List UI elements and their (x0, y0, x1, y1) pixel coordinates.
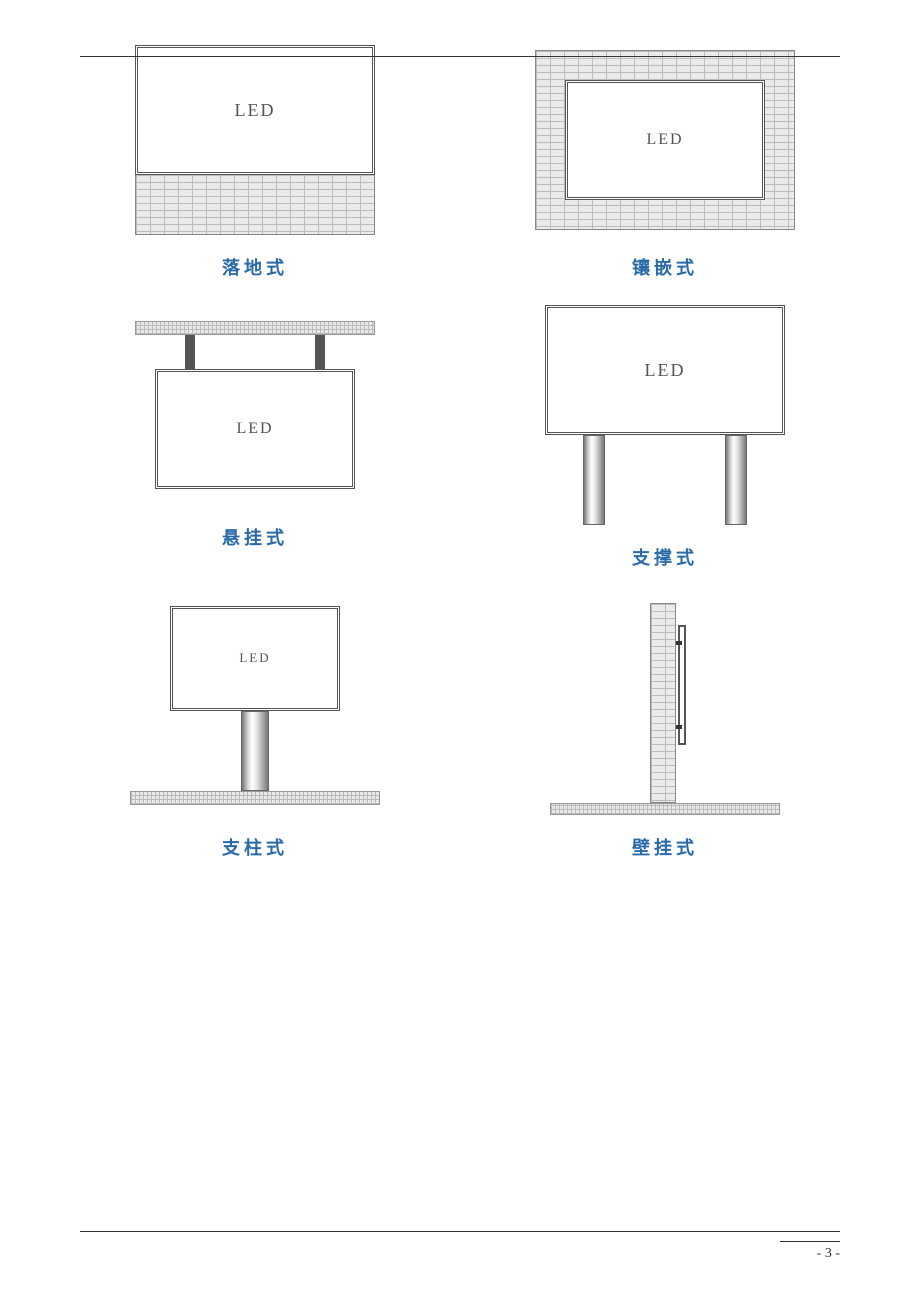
top-rule (80, 56, 840, 57)
diagram-pillar: LED (115, 590, 395, 820)
support-pole (583, 435, 605, 525)
embedded-panel: LED (565, 80, 765, 200)
cell-wall: 壁挂式 (490, 590, 840, 860)
wall-bracket (676, 725, 682, 729)
caption-hanging: 悬挂式 (222, 524, 288, 550)
cell-hanging: LED 悬挂式 (80, 300, 430, 570)
caption-wall: 壁挂式 (632, 834, 698, 860)
pillar-panel: LED (170, 606, 340, 711)
hanging-rod (315, 335, 325, 369)
wall-ground (550, 803, 780, 815)
caption-floor: 落地式 (222, 254, 288, 280)
support-pole (725, 435, 747, 525)
wall-bracket (676, 641, 682, 645)
diagram-grid: LED 落地式 LED 镶嵌式 (80, 40, 840, 860)
wall-column (650, 603, 676, 803)
cell-support: LED 支撑式 (490, 300, 840, 570)
led-label: LED (239, 650, 270, 666)
led-label: LED (236, 420, 273, 438)
page-content: LED 落地式 LED 镶嵌式 (0, 0, 920, 900)
bottom-rule (80, 1231, 840, 1232)
led-label: LED (235, 100, 276, 121)
hanging-rod (185, 335, 195, 369)
page-number: - 3 - (780, 1241, 840, 1262)
caption-embedded: 镶嵌式 (632, 254, 698, 280)
floor-panel: LED (135, 45, 375, 175)
led-label: LED (645, 360, 686, 381)
pillar-pole (241, 711, 269, 791)
diagram-support: LED (525, 300, 805, 530)
support-panel: LED (545, 305, 785, 435)
caption-support: 支撑式 (632, 544, 698, 570)
cell-floor: LED 落地式 (80, 40, 430, 280)
caption-pillar: 支柱式 (222, 834, 288, 860)
diagram-hanging: LED (115, 300, 395, 510)
hanging-panel: LED (155, 369, 355, 489)
hanging-bar (135, 321, 375, 335)
cell-embedded: LED 镶嵌式 (490, 40, 840, 280)
pillar-ground (130, 791, 380, 805)
led-label: LED (646, 131, 683, 149)
cell-pillar: LED 支柱式 (80, 590, 430, 860)
floor-base (135, 175, 375, 235)
diagram-wall (525, 590, 805, 820)
diagram-embedded: LED (525, 40, 805, 240)
diagram-floor: LED (115, 40, 395, 240)
embedded-wall: LED (535, 50, 795, 230)
